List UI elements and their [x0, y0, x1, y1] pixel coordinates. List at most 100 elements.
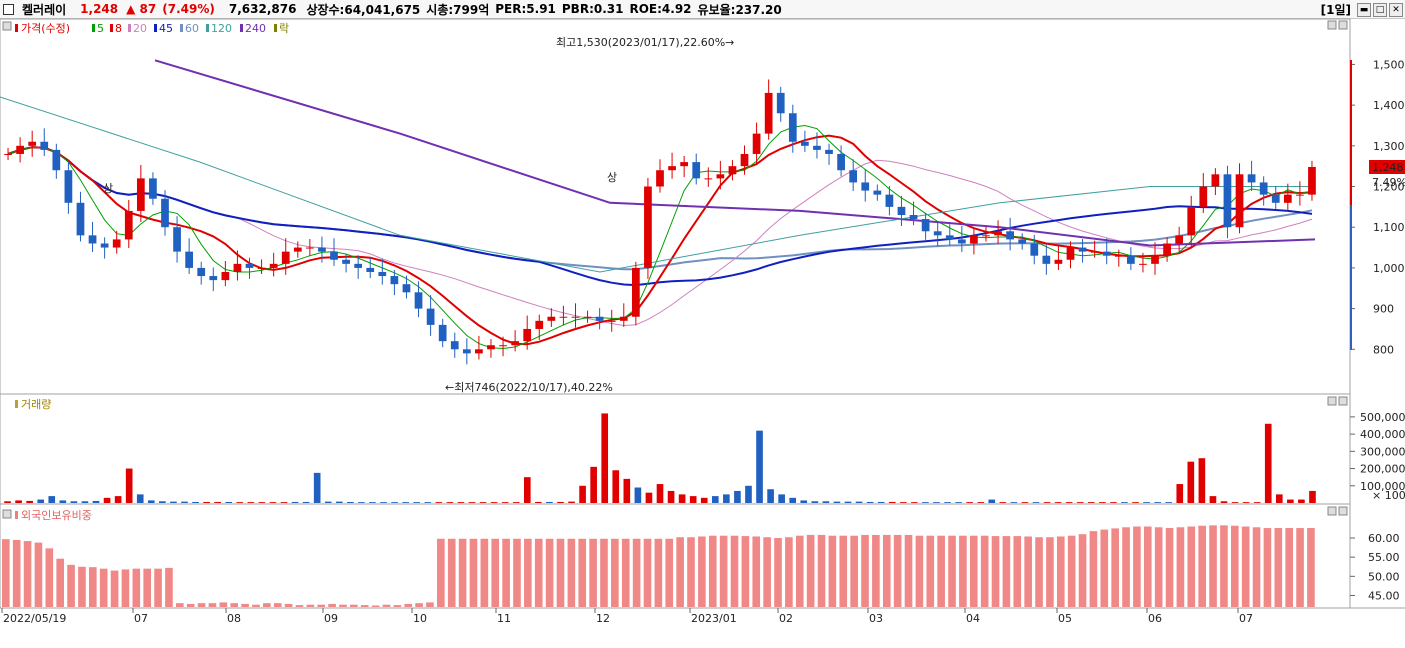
- candle: [197, 267, 206, 277]
- foreign-bar: [45, 548, 54, 607]
- foreign-bar: [806, 534, 815, 607]
- candle: [173, 227, 181, 252]
- panel-menu-icon[interactable]: [2, 509, 12, 519]
- foreign-bar: [893, 534, 902, 607]
- foreign-bar: [534, 538, 543, 607]
- price-tick-label: 800: [1373, 343, 1394, 356]
- volume-bar: [767, 489, 774, 503]
- candle: [1078, 247, 1087, 252]
- price-change-pct: (7.49%): [162, 2, 215, 16]
- volume-bar: [557, 501, 564, 503]
- candle: [1139, 263, 1147, 265]
- legend-ma-240: 240: [245, 22, 266, 35]
- foreign-bar: [404, 603, 413, 607]
- candle: [366, 267, 375, 272]
- x-tick-label: 10: [413, 612, 427, 625]
- volume-bar: [1176, 484, 1184, 503]
- foreign-bar: [1067, 535, 1076, 607]
- candle: [390, 276, 399, 285]
- volume-bar: [324, 501, 332, 503]
- candle: [28, 141, 37, 146]
- foreign-bar: [513, 538, 521, 607]
- volume-bar: [1099, 502, 1106, 503]
- foreign-bar: [143, 568, 152, 607]
- volume-bar: [302, 501, 310, 503]
- candle: [100, 243, 109, 248]
- legend-ma-5: 5: [97, 22, 104, 35]
- foreign-bar: [926, 535, 935, 607]
- period-selector[interactable]: [1일]: [1320, 3, 1351, 17]
- price-tick-label: 1,200: [1373, 181, 1405, 194]
- foreign-bar: [1143, 526, 1152, 607]
- volume-tick-label: 100,000: [1360, 480, 1405, 493]
- volume-bar: [147, 500, 155, 503]
- panel-menu-icon[interactable]: [2, 21, 12, 31]
- candle: [136, 178, 145, 211]
- candle: [680, 162, 689, 167]
- candle: [1296, 194, 1304, 196]
- price-tick-label: 1,000: [1373, 262, 1405, 275]
- panel-minimize-icon[interactable]: [1327, 396, 1337, 406]
- foreign-bar: [1209, 525, 1217, 607]
- candle: [1066, 247, 1075, 260]
- candle: [281, 251, 290, 264]
- volume-bar: [1010, 502, 1018, 503]
- candle: [161, 198, 169, 228]
- foreign-bar: [99, 568, 108, 607]
- foreign-bar: [1122, 527, 1130, 607]
- volume-bar: [1209, 496, 1217, 503]
- candle: [1247, 174, 1256, 183]
- volume-bar: [700, 497, 708, 503]
- close-button[interactable]: ✕: [1389, 2, 1403, 17]
- x-tick-label: 02: [779, 612, 793, 625]
- candle: [740, 153, 749, 167]
- foreign-bar: [350, 604, 358, 607]
- volume-bar: [1021, 502, 1029, 503]
- candle: [438, 324, 447, 342]
- minimize-button[interactable]: ▬: [1357, 2, 1371, 17]
- foreign-bar: [795, 535, 804, 607]
- volume-bar: [1287, 499, 1294, 503]
- candle: [1187, 206, 1196, 236]
- volume-bar: [645, 492, 653, 503]
- foreign-bar: [1296, 528, 1304, 607]
- foreign-bar: [676, 537, 684, 607]
- candle: [692, 162, 701, 179]
- volume-bar: [468, 502, 476, 503]
- panel-maximize-icon[interactable]: [1338, 506, 1348, 516]
- foreign-bar: [632, 538, 641, 607]
- volume-bar: [1110, 502, 1117, 503]
- candle: [233, 263, 242, 272]
- foreign-bar: [708, 535, 717, 607]
- foreign-bar: [230, 603, 239, 607]
- legend-ma-8: 8: [115, 22, 122, 35]
- panel-maximize-icon[interactable]: [1338, 396, 1348, 406]
- candle: [414, 292, 423, 309]
- panel-minimize-icon[interactable]: [1327, 506, 1337, 516]
- candle: [1211, 174, 1220, 187]
- panel-maximize-icon[interactable]: [1338, 20, 1348, 30]
- volume-bar: [369, 502, 376, 503]
- candle: [1163, 243, 1171, 256]
- foreign-bar: [121, 569, 130, 607]
- candle: [402, 284, 411, 293]
- maximize-button[interactable]: □: [1373, 2, 1387, 17]
- foreign-bar: [458, 538, 467, 607]
- foreign-bar: [328, 603, 336, 607]
- foreign-bar: [273, 603, 282, 607]
- select-checkbox[interactable]: [3, 3, 14, 15]
- volume-bar: [1220, 501, 1228, 503]
- foreign-bar: [295, 605, 304, 607]
- volume-tick-label: 500,000: [1360, 411, 1405, 424]
- volume-bar: [236, 502, 244, 503]
- foreign-bar: [861, 534, 869, 607]
- panel-minimize-icon[interactable]: [1327, 20, 1337, 30]
- candle: [776, 92, 785, 114]
- candle: [644, 186, 652, 268]
- foreign-bar: [241, 603, 249, 607]
- foreign-bar: [719, 535, 728, 607]
- foreign-bar: [1274, 528, 1283, 607]
- candle: [16, 145, 24, 154]
- x-tick-label: 04: [966, 612, 980, 625]
